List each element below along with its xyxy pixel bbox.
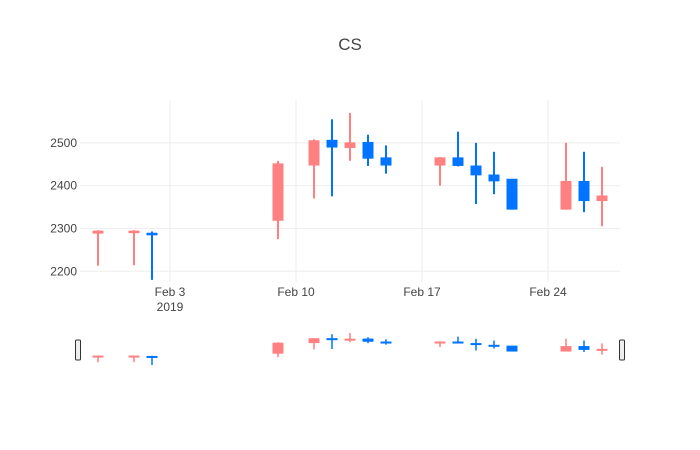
candle-body [146,232,158,236]
slider-handle-right[interactable] [619,339,625,361]
slider-candle [560,338,572,352]
candle-body [308,140,320,166]
candle [452,131,464,167]
candle [488,151,500,195]
candle [308,139,320,199]
slider-candle-body [452,341,464,344]
candle-body [578,180,590,202]
y-tick-label: 2500 [50,136,77,150]
candle [434,156,446,186]
y-tick-label: 2400 [50,179,77,193]
candle-body [560,180,572,210]
candle [128,230,140,266]
slider-candle-body [308,338,320,344]
candle [326,119,338,197]
candle-body [92,230,104,234]
candle [506,178,518,210]
slider-candle-body [380,341,392,344]
slider-candle-body [488,344,500,347]
x-tick-label: Feb 10 [277,285,315,299]
candle-body [272,163,284,221]
chart-title: CS [338,35,362,54]
candle-body [596,195,608,202]
x-tick-label: Feb 3 [155,285,186,299]
slider-candle [380,339,392,345]
candle [362,134,374,166]
candle-body [362,141,374,159]
slider-handle-left[interactable] [75,339,81,361]
slider-candle [596,343,608,355]
y-tick-label: 2200 [50,264,77,278]
candle-body [434,157,446,166]
candle [596,166,608,227]
candle [344,112,356,161]
candle-body [470,165,482,176]
y-tick-label: 2300 [50,221,77,235]
candle-body [488,174,500,182]
candle [272,160,284,240]
slider-candle-body [596,348,608,351]
slider-candle-body [560,346,572,352]
candle [92,230,104,266]
candle [560,142,572,210]
slider-candle [146,355,158,365]
slider-candle [506,345,518,352]
slider-candle-body [506,345,518,352]
slider-candle [578,340,590,353]
slider-candle [488,340,500,349]
slider-candle-body [326,338,338,341]
range-slider[interactable] [75,328,625,370]
candle-body [506,178,518,210]
slider-candle-body [434,341,446,344]
y-axis: 2200 2300 2400 2500 [50,136,77,278]
x-tick-label: Feb 24 [529,285,567,299]
slider-candle-body [578,346,590,350]
slider-candle [128,355,140,363]
slider-candle [452,336,464,344]
slider-candle-body [470,343,482,346]
slider-candle [362,337,374,344]
candle-body [380,157,392,166]
slider-candle [344,333,356,343]
slider-candle-body [344,338,356,341]
grid [80,100,620,282]
slider-candle [308,338,320,350]
slider-candle-body [362,338,374,342]
slider-candle-body [272,342,284,354]
x-tick-label: Feb 17 [403,285,441,299]
candle-body [128,230,140,234]
candle-body [326,139,338,148]
slider-candle-body [128,355,140,358]
candle [470,142,482,205]
candle-body [344,142,356,148]
x-tick-sublabel: 2019 [157,300,184,314]
candle-body [452,157,464,166]
slider-candle [326,334,338,349]
slider-candle [92,355,104,363]
candle [146,231,158,280]
candle [380,145,392,174]
slider-candle [272,342,284,358]
slider-candle [470,338,482,351]
slider-candle-body [146,355,158,358]
candles-layer [92,112,608,280]
slider-candle [434,341,446,347]
slider-candle-body [92,355,104,358]
candle [578,151,590,213]
